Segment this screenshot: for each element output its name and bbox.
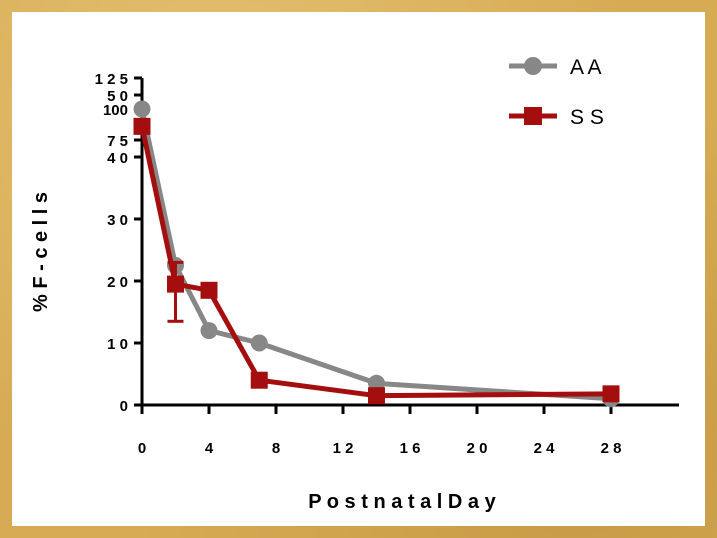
x-tick-label: 8 [272,440,280,457]
data-point-circle [133,100,151,118]
legend-entry-aa: A A [509,56,602,79]
data-point-circle [250,334,268,352]
x-tick-label: 1 2 [333,440,354,457]
y-tick-label: 5 0 [107,88,128,105]
y-tick-label: 4 0 [107,150,128,167]
x-tick-label: 0 [138,440,146,457]
series-ss [133,117,620,405]
y-tick-label: 1 0 [107,336,128,353]
y-tick-label: 2 0 [107,274,128,291]
y-tick-label: 3 0 [107,212,128,229]
series-aa [133,100,620,408]
x-tick-label: 2 0 [467,440,488,457]
y-tick-label: 100 [103,102,128,119]
legend-marker [524,107,542,125]
x-tick-label: 4 [205,440,214,457]
chart: 0 1 0 2 0 3 0 4 0 5 0 7 5 100 1 2 5 0 4 8 1 2 1 6 2 0 2… [30,56,679,513]
chart-panel: 0 1 0 2 0 3 0 4 0 5 0 7 5 100 1 2 5 0 4 8 1 2 1 6 2 0 2… [12,12,705,526]
data-point-square [250,371,268,389]
legend-entry-ss: S S [509,106,604,129]
legend-label: A A [570,56,602,79]
data-point-square [133,117,151,135]
x-axis-title: P o s t n a t a l D a y [308,491,496,513]
x-tick-label: 1 6 [400,440,421,457]
x-tick-label: 2 8 [601,440,622,457]
y-tick-label: 1 2 5 [95,71,128,88]
legend-marker [524,57,542,75]
data-point-square [368,387,385,405]
series-line [139,125,612,399]
data-point-square [602,385,620,403]
y-tick-label: 7 5 [107,133,128,150]
y-axis-title: % F - c e l l s [30,192,52,312]
data-point-square [167,275,184,293]
x-tick-label: 2 4 [534,440,556,457]
y-tick-label: 0 [120,398,128,415]
data-point-circle [200,322,218,340]
legend-label: S S [570,106,604,129]
data-point-square [200,281,218,299]
series-line [139,108,612,402]
